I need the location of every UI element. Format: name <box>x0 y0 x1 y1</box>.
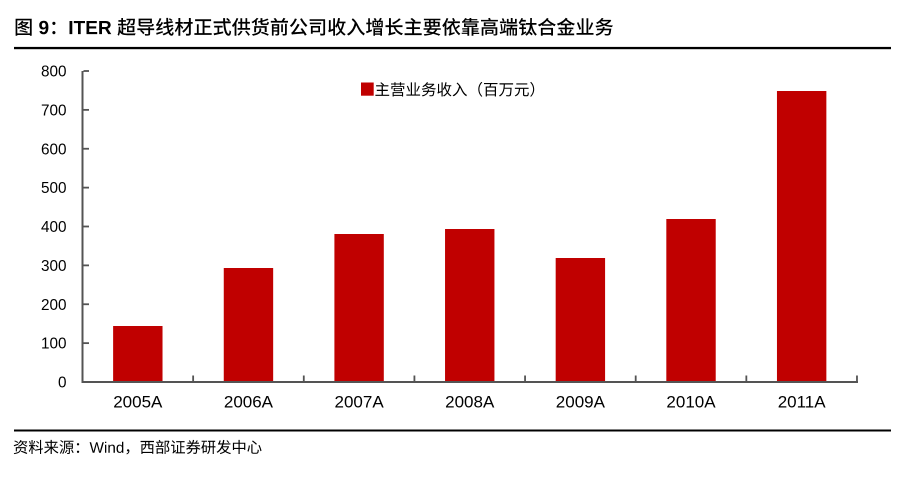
svg-text:100: 100 <box>41 336 67 353</box>
svg-text:2006A: 2006A <box>224 393 274 412</box>
svg-text:2011A: 2011A <box>778 393 827 412</box>
svg-text:700: 700 <box>41 102 67 119</box>
svg-text:2010A: 2010A <box>666 393 716 412</box>
svg-text:200: 200 <box>41 297 67 314</box>
svg-text:600: 600 <box>41 141 67 158</box>
svg-text:2008A: 2008A <box>445 393 495 412</box>
svg-text:2007A: 2007A <box>335 393 385 412</box>
svg-text:800: 800 <box>41 64 67 81</box>
svg-text:300: 300 <box>41 258 67 275</box>
svg-text:400: 400 <box>41 219 67 236</box>
svg-text:0: 0 <box>58 375 67 392</box>
svg-text:2005A: 2005A <box>113 393 163 412</box>
svg-text:500: 500 <box>41 180 67 197</box>
svg-text:2009A: 2009A <box>556 393 606 412</box>
